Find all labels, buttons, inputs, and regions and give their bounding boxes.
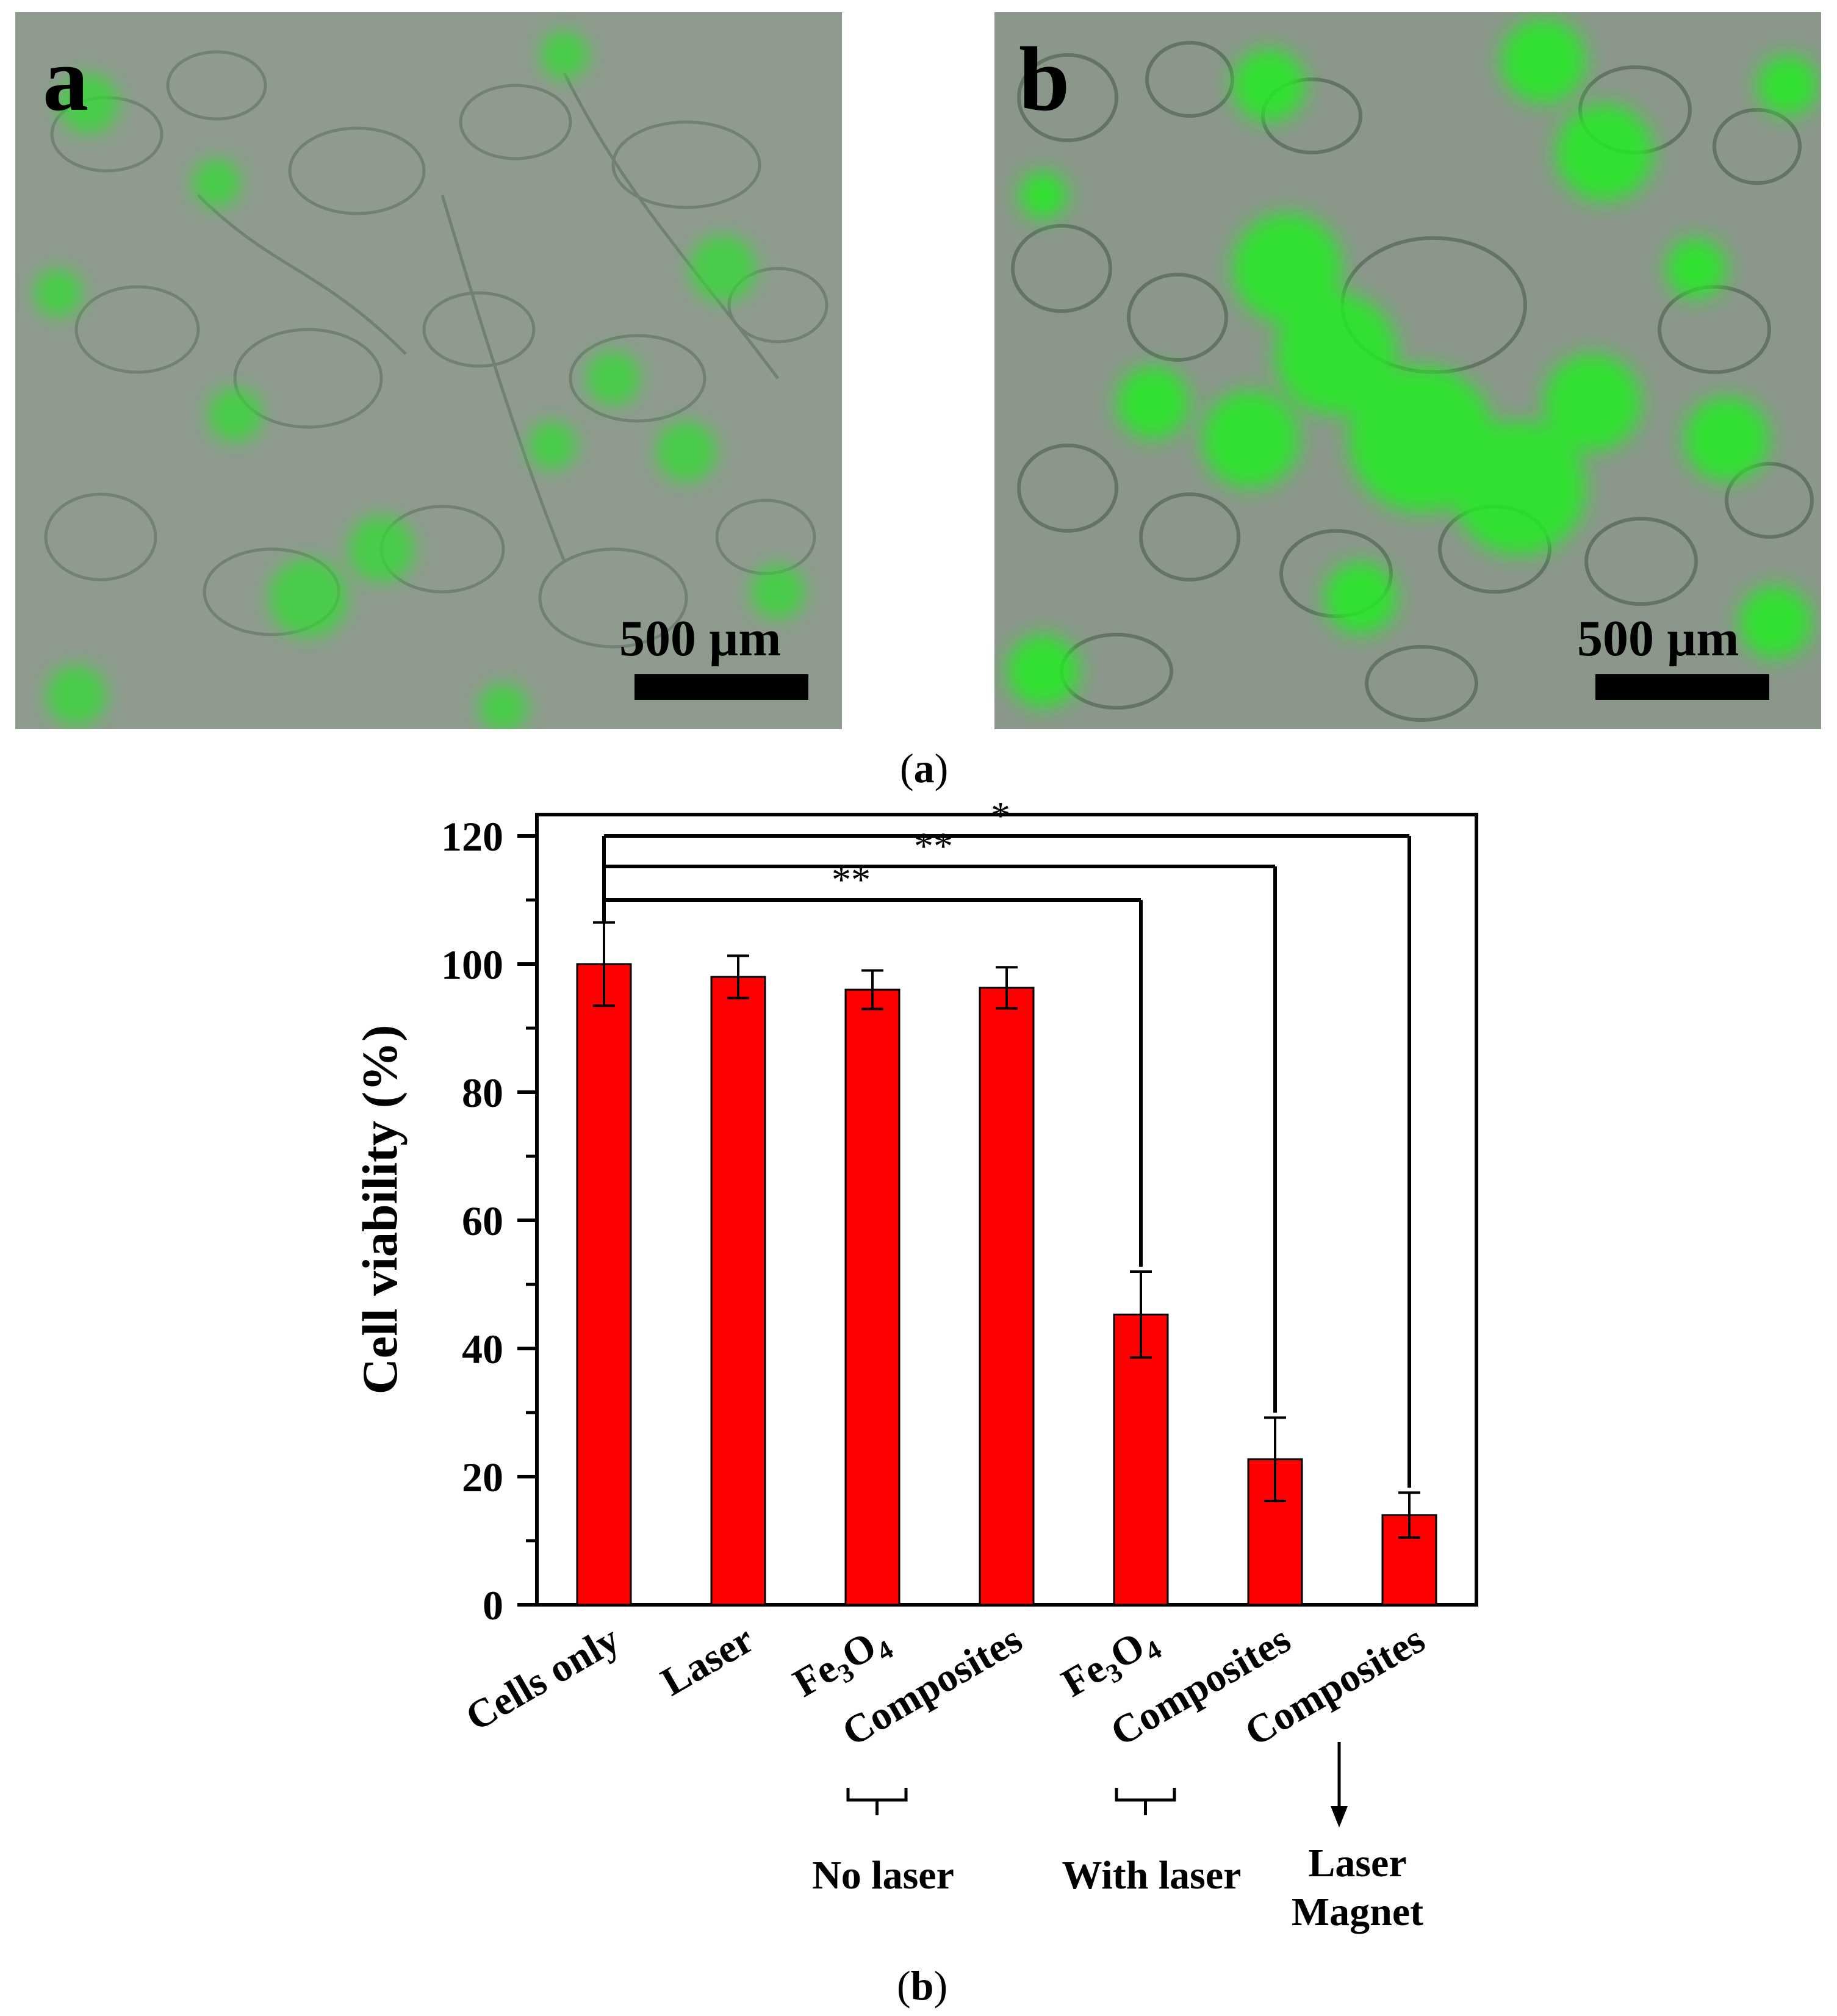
y-tick-label: 120 bbox=[441, 813, 503, 860]
bar bbox=[576, 963, 632, 1606]
micrograph-image bbox=[15, 12, 842, 729]
caption-letter: a bbox=[913, 745, 935, 791]
scale-bar-a bbox=[635, 674, 808, 700]
y-tick-label: 40 bbox=[462, 1326, 503, 1372]
group-label: No laser bbox=[812, 1853, 954, 1898]
scale-bar-label-b: 500 µm bbox=[1577, 610, 1739, 667]
annotation-arrowhead bbox=[1331, 1806, 1348, 1827]
micrograph-panel-a: a 500 µm bbox=[15, 12, 842, 729]
caption-letter: b bbox=[910, 1962, 934, 2009]
bar bbox=[710, 976, 766, 1606]
caption-a: (a) bbox=[900, 745, 949, 791]
bar bbox=[1381, 1514, 1437, 1606]
scale-bar-label-a: 500 µm bbox=[619, 610, 782, 667]
annotation-label: Magnet bbox=[1292, 1890, 1423, 1934]
category-label: Laser bbox=[653, 1617, 761, 1705]
bar bbox=[844, 988, 901, 1606]
group-brace bbox=[1115, 1788, 1176, 1815]
scale-bar-b bbox=[1595, 674, 1769, 700]
significance-label: ** bbox=[832, 858, 871, 901]
significance-label: ** bbox=[914, 824, 953, 868]
panel-letter-a: a bbox=[43, 29, 88, 130]
y-axis-label: Cell viability (%) bbox=[352, 1025, 408, 1395]
micrograph-panel-b: b 500 µm bbox=[994, 12, 1821, 729]
y-tick-label: 0 bbox=[483, 1582, 503, 1629]
category-label: Cells only bbox=[458, 1617, 627, 1740]
panel-letter-b: b bbox=[1019, 29, 1070, 130]
y-tick-label: 80 bbox=[462, 1070, 503, 1116]
micrograph-image bbox=[994, 12, 1821, 729]
bar bbox=[1113, 1313, 1169, 1606]
caption-b: (b) bbox=[897, 1962, 948, 2009]
annotation-label: Laser bbox=[1308, 1841, 1406, 1885]
group-label: With laser bbox=[1062, 1853, 1242, 1898]
y-tick-label: 100 bbox=[441, 941, 503, 988]
group-brace bbox=[846, 1788, 908, 1815]
y-tick-label: 60 bbox=[462, 1198, 503, 1244]
significance-label: * bbox=[991, 794, 1010, 837]
bar bbox=[979, 987, 1035, 1606]
y-tick-label: 20 bbox=[462, 1454, 503, 1500]
